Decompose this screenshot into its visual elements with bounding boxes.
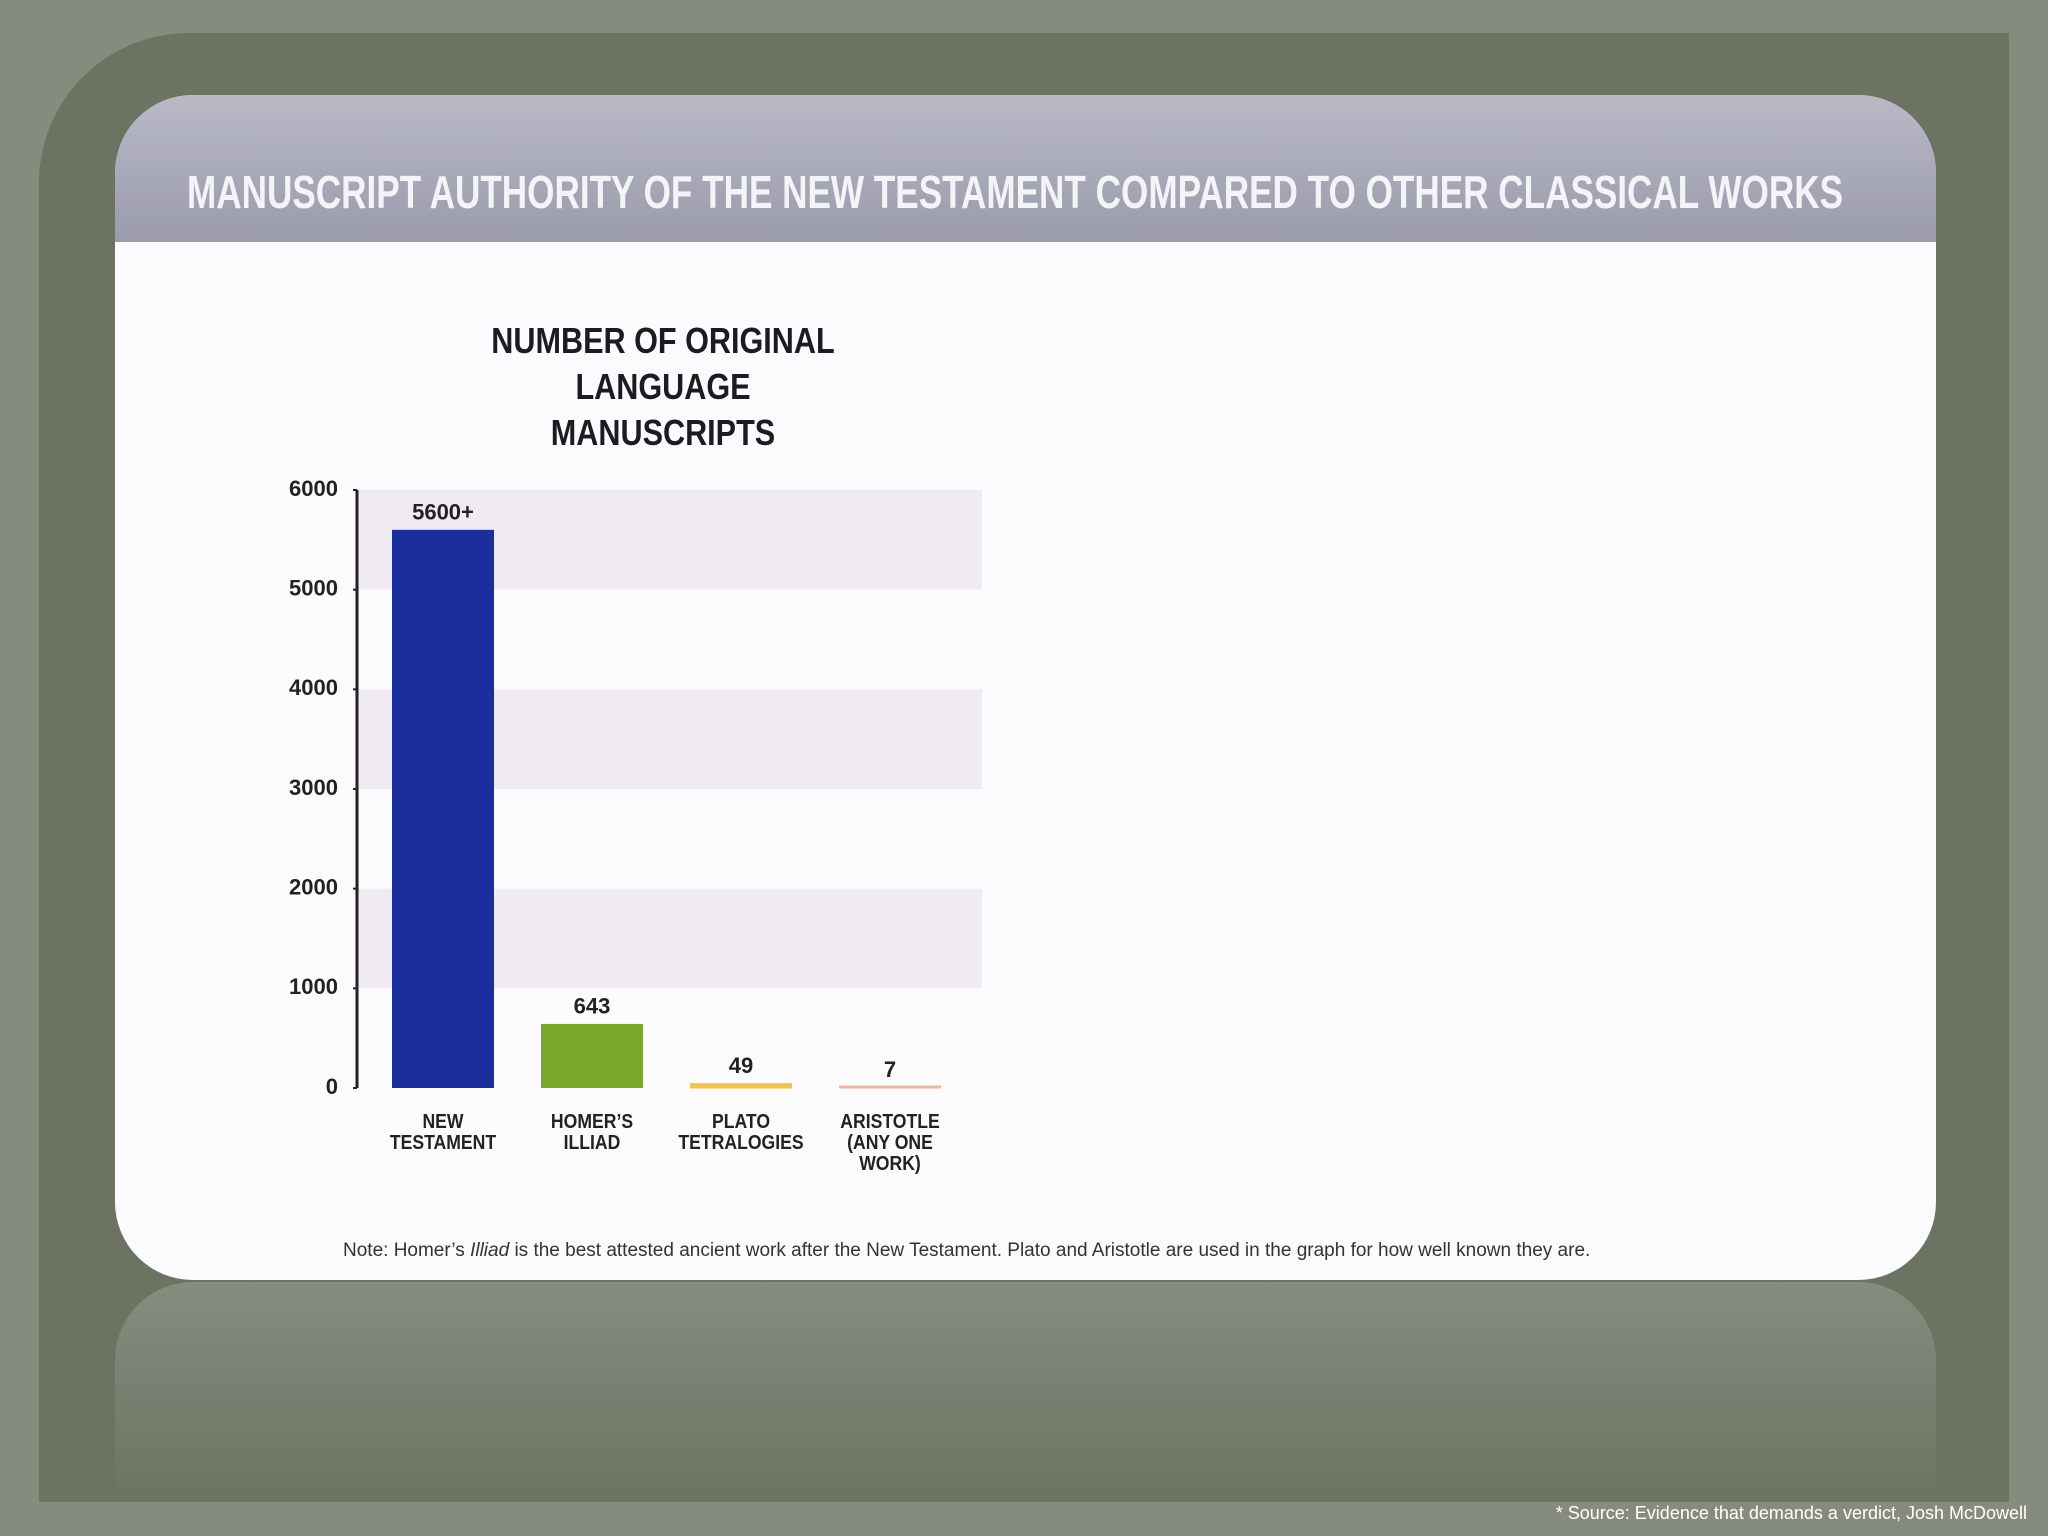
y-tick-label: 3000 [289,775,338,800]
y-tick-label: 6000 [289,476,338,501]
reflection [115,1282,1936,1502]
note-text: is the best attested ancient work after … [514,1240,1591,1261]
header-band [115,95,1936,242]
y-tick-label: 5000 [289,575,338,600]
bar [541,1023,643,1088]
x-tick-label: NEW TESTAMENT [389,1111,497,1154]
y-tick-label: 2000 [289,874,338,899]
y-tick-label: 4000 [289,675,338,700]
x-tick-label: ARISTOTLE (ANY ONE WORK) [840,1111,940,1175]
y-tick-label: 1000 [289,974,338,999]
x-tick-label: HOMER’S ILLIAD [550,1111,634,1154]
value-label: 643 [574,994,611,1019]
value-label: 7 [884,1057,896,1082]
header-title: MANUSCRIPT AUTHORITY OF THE NEW TESTAMEN… [187,166,1843,218]
y-tick-label: 0 [326,1074,338,1099]
source: * Source: Evidence that demands a verdic… [1555,1503,2027,1523]
chart-title: NUMBER OF ORIGINAL LANGUAGE MANUSCRIPTS [491,320,835,453]
value-label: 5600+ [412,500,474,525]
note-text: Note: Homer’s [343,1240,465,1261]
x-tick-label: PLATO TETRALOGIES [678,1111,804,1154]
value-label: 49 [729,1053,753,1078]
bar [392,529,494,1088]
note: Note: Homer’s Illiad is the best atteste… [343,1240,1590,1262]
note-emphasis: Illiad [470,1240,510,1261]
